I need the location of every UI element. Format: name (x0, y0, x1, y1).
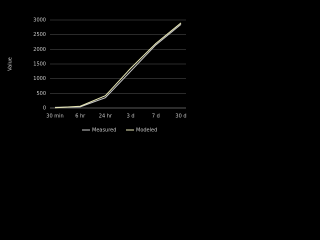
chart: Value 0 500 1000 1500 2000 2500 3000 30 min 6 hr… (8, 18, 187, 134)
series-line (54, 24, 182, 108)
x-tick-label: 30 min (46, 114, 63, 120)
y-tick-label: 500 (36, 91, 46, 97)
x-tick-label: 7 d (152, 114, 160, 120)
x-tick-label: 24 hr (99, 114, 113, 120)
series-line (54, 22, 182, 109)
y-tick-label: 2500 (33, 32, 46, 38)
y-tick-label: 1000 (33, 76, 46, 82)
y-tick-label: 1500 (33, 62, 46, 68)
legend-label: Modeled (136, 128, 157, 134)
legend-label: Measured (92, 128, 116, 134)
x-tick-label: 3 d (127, 114, 135, 120)
x-tick-label: 30 d (175, 114, 186, 120)
page: {"chart_data": {"type": "line", "y_label… (0, 0, 200, 146)
x-tick-label: 6 hr (75, 114, 86, 120)
y-axis-label: Value (8, 57, 14, 71)
y-tick-label: 0 (43, 106, 46, 112)
y-tick-label: 2000 (33, 47, 46, 53)
y-tick-label: 3000 (33, 18, 46, 24)
